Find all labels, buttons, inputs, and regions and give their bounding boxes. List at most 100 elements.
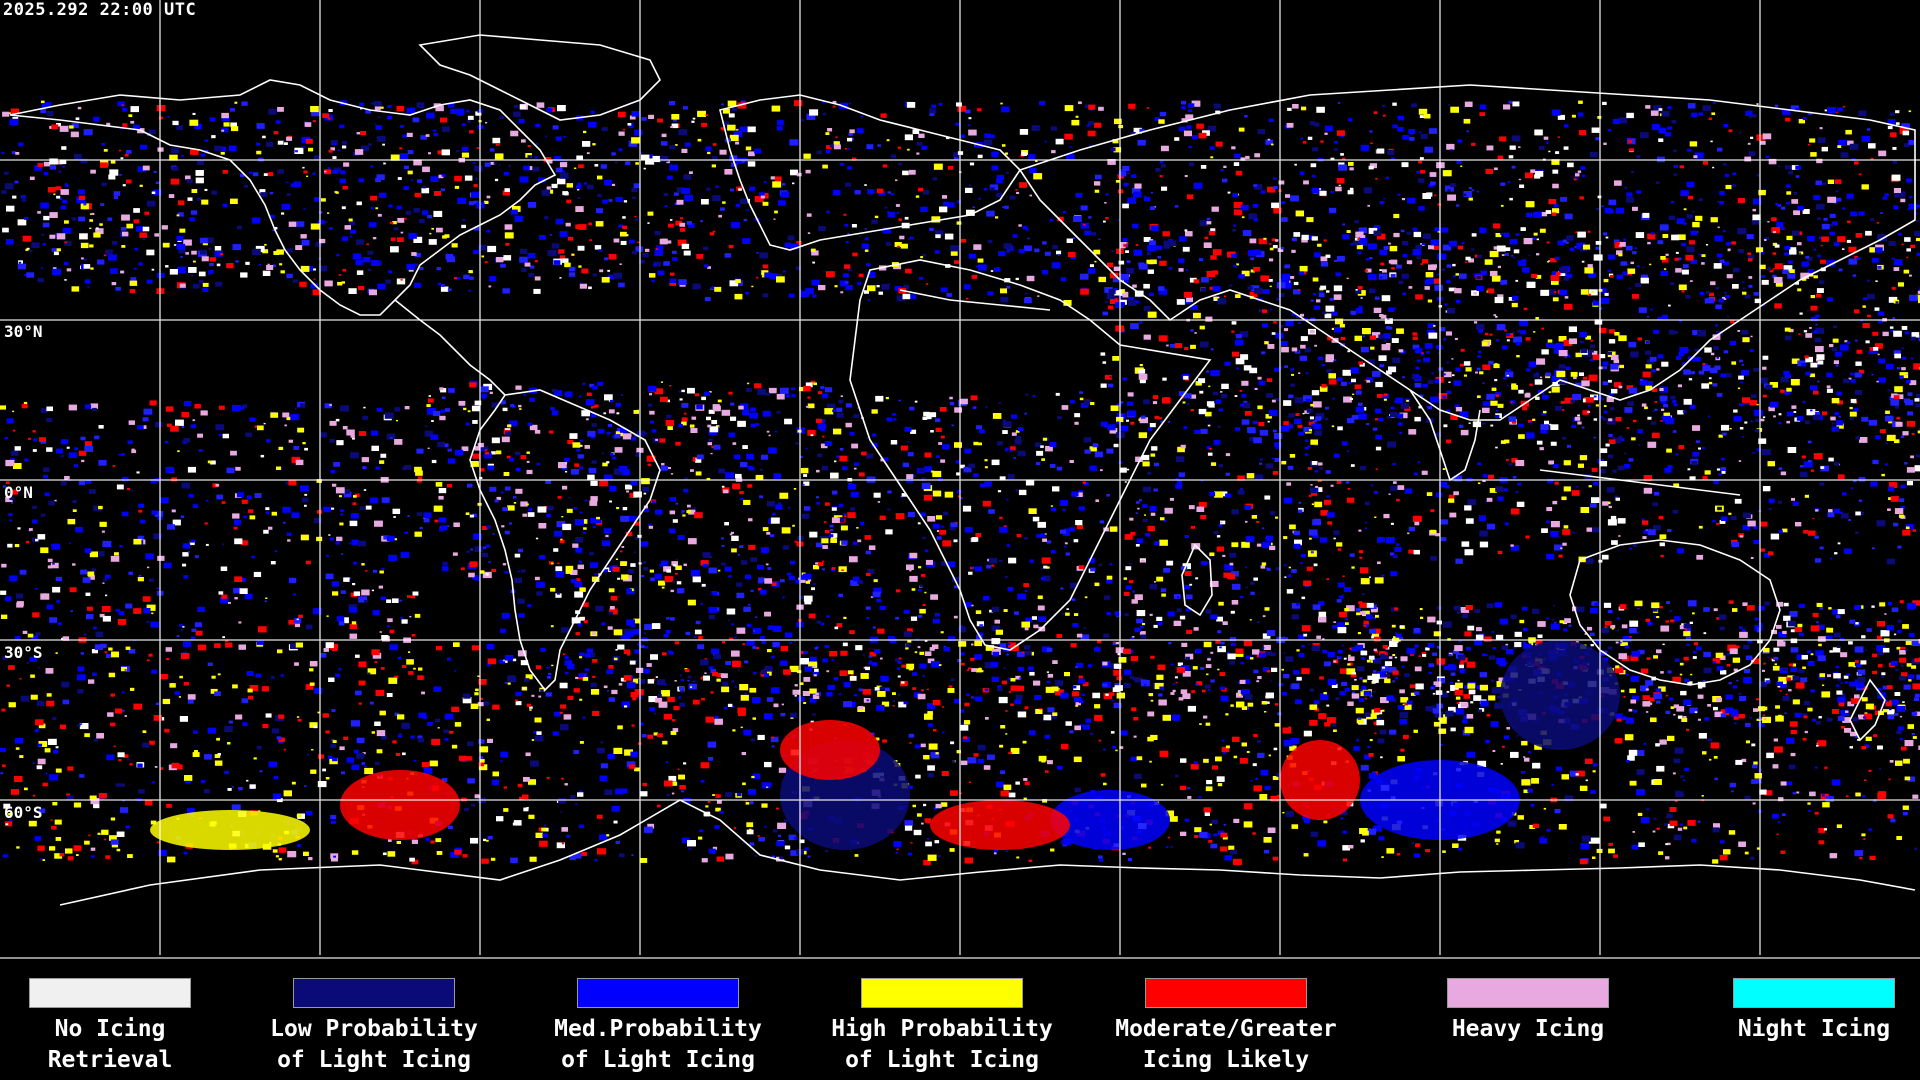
icing-pixel	[1442, 244, 1452, 251]
icing-pixel	[1117, 218, 1121, 221]
icing-pixel	[1002, 206, 1005, 208]
icing-pixel	[1628, 140, 1633, 143]
icing-pixel	[1184, 535, 1190, 539]
icing-pixel	[1240, 157, 1246, 161]
icing-pixel	[143, 408, 153, 415]
icing-pixel	[121, 104, 124, 106]
icing-pixel	[535, 123, 541, 128]
icing-pixel	[102, 582, 105, 584]
icing-pixel	[5, 239, 14, 245]
icing-pixel	[645, 158, 654, 165]
icing-pixel	[1637, 429, 1643, 433]
icing-pixel	[1037, 521, 1046, 528]
icing-pixel	[1355, 406, 1365, 413]
icing-pixel	[1862, 297, 1868, 301]
icing-pixel	[1346, 450, 1350, 453]
icing-pixel	[1164, 507, 1173, 514]
icing-pixel	[709, 232, 715, 236]
icing-pixel	[1269, 243, 1272, 245]
icing-pixel	[46, 406, 53, 412]
icing-pixel	[1858, 211, 1865, 216]
icing-pixel	[667, 175, 673, 180]
icing-pixel	[1688, 378, 1693, 381]
icing-pixel	[1553, 347, 1563, 354]
icing-pixel	[1622, 271, 1628, 275]
icing-pixel	[810, 434, 814, 437]
icing-pixel	[1079, 391, 1083, 394]
icing-pixel	[559, 277, 562, 279]
icing-pixel	[419, 267, 424, 271]
icing-pixel	[838, 503, 844, 507]
icing-pixel	[709, 391, 712, 393]
icing-pixel	[568, 266, 576, 272]
icing-pixel	[864, 535, 872, 540]
icing-pixel	[1319, 386, 1328, 392]
icing-pixel	[510, 209, 518, 215]
icing-pixel	[373, 101, 382, 107]
icing-pixel	[1504, 522, 1509, 526]
icing-pixel	[1450, 183, 1456, 188]
icing-pixel	[1283, 421, 1289, 426]
icing-pixel	[1892, 147, 1897, 150]
icing-pixel	[999, 476, 1006, 481]
icing-pixel	[599, 480, 608, 487]
icing-pixel	[1005, 447, 1009, 451]
icing-pixel	[534, 276, 541, 281]
icing-pixel	[1741, 329, 1749, 335]
icing-pixel	[996, 441, 1003, 446]
icing-pixel	[671, 123, 679, 129]
icing-pixel	[52, 268, 61, 275]
icing-pixel	[665, 420, 674, 426]
icing-pixel	[1146, 107, 1150, 109]
icing-pixel	[1774, 303, 1782, 309]
icing-pixel	[1325, 254, 1331, 258]
icing-pixel	[169, 154, 178, 161]
icing-pixel	[248, 509, 254, 513]
icing-pixel	[1810, 305, 1818, 311]
icing-pixel	[319, 238, 326, 244]
icing-pixel	[1241, 270, 1250, 277]
icing-pixel	[1024, 536, 1028, 540]
icing-pixel	[1262, 309, 1268, 313]
icing-pixel	[1641, 520, 1649, 525]
icing-pixel	[167, 423, 172, 427]
icing-pixel	[875, 395, 884, 402]
icing-pixel	[1727, 248, 1731, 251]
icing-pixel	[650, 420, 654, 424]
icing-pixel	[1861, 184, 1869, 190]
icing-pixel	[440, 388, 447, 393]
icing-pixel	[40, 109, 47, 114]
icing-pixel	[380, 106, 384, 109]
icing-pixel	[712, 195, 721, 201]
icing-pixel	[41, 233, 45, 236]
icing-pixel	[142, 417, 149, 422]
icing-pixel	[772, 181, 782, 188]
icing-pixel	[349, 607, 358, 613]
icing-pixel	[1100, 469, 1103, 472]
icing-pixel	[706, 416, 711, 421]
icing-pixel	[1652, 388, 1658, 392]
icing-pixel	[1916, 220, 1919, 222]
icing-pixel	[902, 462, 909, 468]
icing-pixel	[776, 393, 785, 400]
icing-pixel	[64, 476, 70, 480]
icing-pixel	[1536, 253, 1540, 256]
icing-pixel	[1557, 240, 1565, 246]
icing-pixel	[1602, 418, 1607, 421]
icing-pixel	[669, 101, 676, 106]
icing-pixel	[1615, 497, 1620, 501]
icing-pixel	[906, 102, 916, 108]
icing-pixel	[1849, 406, 1853, 410]
icing-pixel	[1755, 428, 1760, 433]
icing-pixel	[557, 562, 560, 564]
icing-pixel	[137, 166, 146, 173]
icing-pixel	[1200, 561, 1207, 566]
icing-pixel	[920, 206, 928, 212]
icing-pixel	[1875, 343, 1883, 349]
icing-pixel	[1423, 357, 1430, 363]
icing-pixel	[179, 624, 184, 627]
icing-pixel	[89, 213, 92, 215]
icing-pixel	[1762, 133, 1772, 140]
icing-pixel	[1409, 136, 1415, 141]
icing-pixel	[1587, 293, 1591, 297]
